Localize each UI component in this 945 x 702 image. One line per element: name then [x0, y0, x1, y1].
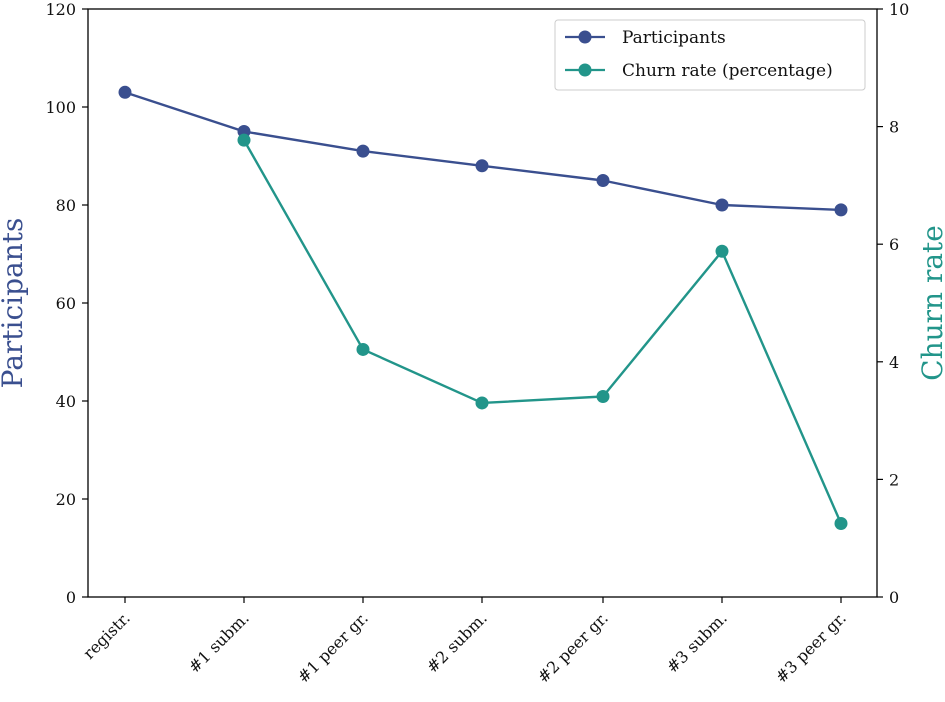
right-tick-label: 4: [889, 353, 899, 372]
left-tick-label: 20: [56, 490, 76, 509]
series-point-0: [356, 144, 370, 158]
x-tick-label: #3 subm.: [662, 608, 730, 676]
series-point-0: [118, 85, 132, 99]
legend-marker-participants: [578, 30, 592, 44]
series-point-0: [834, 203, 848, 217]
x-tick-label: #3 peer gr.: [771, 608, 849, 686]
legend-box: [554, 19, 866, 91]
left-tick-label: 100: [45, 98, 76, 117]
right-tick-label: 0: [889, 588, 899, 607]
legend-label-churn: Churn rate (percentage): [622, 61, 833, 81]
series-point-1: [237, 133, 251, 147]
x-tick-label: #2 subm.: [422, 608, 490, 676]
right-tick-label: 2: [889, 470, 899, 489]
series-layer: [118, 85, 848, 530]
series-point-1: [356, 342, 370, 356]
right-axis-title: Churn rate: [916, 225, 945, 381]
legend-marker-churn: [578, 63, 592, 77]
series-point-1: [475, 396, 489, 410]
legend: Participants Churn rate (percentage): [554, 19, 866, 91]
right-axis: 0 2 4 6 8 10: [877, 0, 909, 607]
series-point-0: [596, 174, 610, 187]
left-tick-label: 0: [66, 588, 76, 607]
series-point-0: [475, 159, 489, 173]
left-axis: 0 20 40 60 80 100 120: [45, 0, 88, 607]
x-axis: registr. #1 subm. #1 peer gr. #2 subm. #2 pe…: [79, 597, 850, 687]
series-point-0: [715, 198, 729, 212]
x-tick-label: #1 peer gr.: [293, 608, 371, 686]
right-tick-label: 10: [889, 0, 909, 19]
series-line-1: [242, 139, 843, 524]
right-tick-label: 8: [889, 118, 899, 137]
left-tick-label: 120: [45, 0, 76, 19]
left-tick-label: 60: [56, 294, 76, 313]
series-point-1: [834, 517, 848, 530]
legend-label-participants: Participants: [622, 28, 726, 48]
left-axis-title: Participants: [0, 218, 29, 389]
series-line-0: [124, 91, 842, 212]
series-point-1: [715, 244, 729, 258]
series-point-1: [596, 389, 610, 403]
plot-frame: [87, 8, 878, 598]
right-tick-label: 6: [889, 235, 899, 254]
left-tick-label: 40: [56, 392, 76, 411]
x-tick-label: #2 peer gr.: [533, 608, 611, 686]
x-tick-label: #1 subm.: [184, 608, 252, 676]
left-tick-label: 80: [56, 196, 76, 215]
x-tick-label: registr.: [79, 608, 134, 663]
